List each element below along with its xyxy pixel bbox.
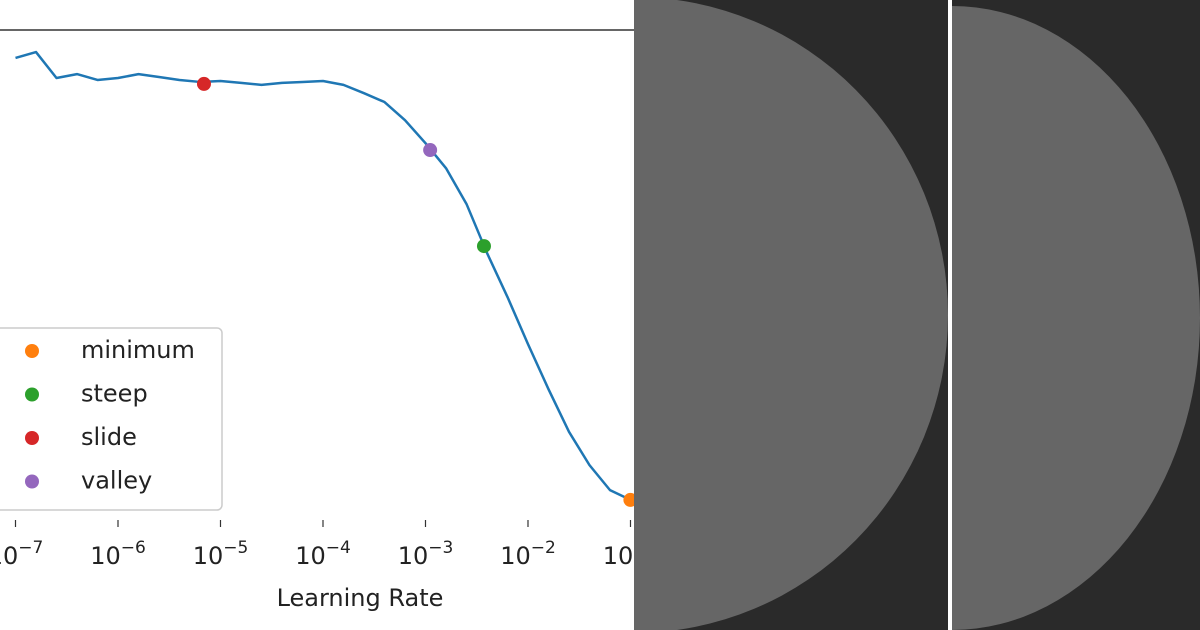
tick-base: 10	[603, 542, 634, 570]
x-tick-label: 10−5	[193, 538, 249, 570]
legend-marker	[25, 344, 39, 358]
suggestion-point	[196, 76, 211, 91]
x-tick-label: 10−6	[90, 538, 146, 570]
legend-label: minimum	[81, 336, 195, 364]
tick-base: 10	[193, 542, 224, 570]
x-axis-label: Learning Rate	[277, 584, 444, 612]
tick-base: 10	[500, 542, 531, 570]
tick-exponent: −6	[121, 538, 146, 558]
tick-exponent: −4	[326, 538, 351, 558]
tick-exponent: −5	[223, 538, 248, 558]
tick-base: 10	[0, 542, 18, 570]
suggestion-point	[423, 143, 438, 158]
loss-line	[15, 50, 632, 502]
chart: Learning Rate 10−710−610−510−410−310−210…	[0, 29, 658, 612]
legend-marker	[25, 387, 39, 402]
legend-label: steep	[81, 380, 148, 408]
tick-base: 10	[398, 542, 429, 570]
suggestion-point	[623, 492, 638, 507]
legend-marker	[25, 474, 39, 489]
right-panels	[634, 0, 1200, 630]
x-tick-label: 10−2	[500, 538, 556, 570]
tick-base: 10	[295, 542, 326, 570]
tick-exponent: −7	[18, 538, 43, 558]
legend-box	[0, 327, 223, 511]
tick-exponent: −3	[428, 538, 453, 558]
legend: minimum steep slide valley	[0, 327, 223, 511]
x-tick-label: 10−3	[398, 538, 454, 570]
legend-marker	[25, 431, 39, 445]
x-tick-label: 10−7	[0, 538, 43, 570]
tick-exponent: −2	[531, 538, 556, 558]
suggestion-point	[476, 239, 491, 254]
x-tick-label: 10−4	[295, 538, 351, 570]
half-circle	[634, 0, 948, 630]
legend-label: slide	[81, 423, 137, 451]
legend-label: valley	[81, 467, 152, 495]
tick-base: 10	[90, 542, 121, 570]
separator	[948, 0, 952, 630]
half-circle	[952, 6, 1200, 630]
